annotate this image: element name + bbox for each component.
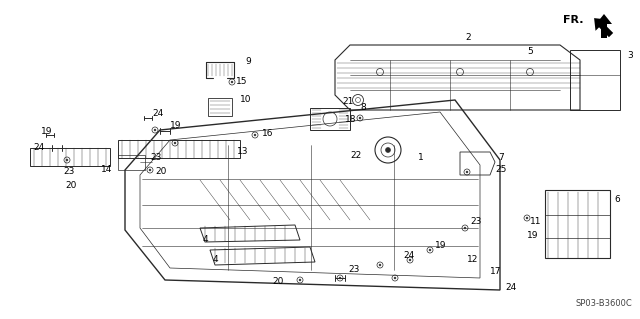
Text: 23: 23 xyxy=(348,265,360,275)
Text: 24: 24 xyxy=(34,144,45,152)
Text: 3: 3 xyxy=(627,50,633,60)
Text: 20: 20 xyxy=(273,278,284,286)
Text: 10: 10 xyxy=(240,95,252,105)
Text: 17: 17 xyxy=(490,268,502,277)
Text: 20: 20 xyxy=(65,181,76,189)
Text: 2: 2 xyxy=(465,33,471,42)
Circle shape xyxy=(409,259,411,261)
Text: 24: 24 xyxy=(505,283,516,292)
Text: 4: 4 xyxy=(202,235,208,244)
Text: 19: 19 xyxy=(435,241,447,249)
Text: 24: 24 xyxy=(152,108,163,117)
Circle shape xyxy=(379,264,381,266)
Circle shape xyxy=(254,134,256,136)
Text: 7: 7 xyxy=(498,152,504,161)
Polygon shape xyxy=(596,14,612,38)
Circle shape xyxy=(174,142,176,144)
Text: 9: 9 xyxy=(245,57,251,66)
Text: 23: 23 xyxy=(470,218,481,226)
Circle shape xyxy=(66,159,68,161)
Circle shape xyxy=(466,171,468,173)
Circle shape xyxy=(359,117,361,119)
Text: 23: 23 xyxy=(150,152,161,161)
Text: 24: 24 xyxy=(404,250,415,259)
Text: 16: 16 xyxy=(262,129,273,137)
Text: 25: 25 xyxy=(495,166,506,174)
Circle shape xyxy=(231,81,233,83)
Text: 22: 22 xyxy=(351,151,362,160)
Circle shape xyxy=(149,169,151,171)
Text: 6: 6 xyxy=(614,196,620,204)
Text: 1: 1 xyxy=(419,153,424,162)
Text: 19: 19 xyxy=(40,128,52,137)
Text: 23: 23 xyxy=(63,167,74,176)
Text: 14: 14 xyxy=(100,166,112,174)
Text: 11: 11 xyxy=(530,218,541,226)
Polygon shape xyxy=(594,18,613,37)
Circle shape xyxy=(339,277,341,279)
Text: 18: 18 xyxy=(345,115,356,124)
Text: 12: 12 xyxy=(467,256,478,264)
Circle shape xyxy=(299,279,301,281)
Circle shape xyxy=(464,227,466,229)
Circle shape xyxy=(394,277,396,279)
Text: FR.: FR. xyxy=(563,15,583,25)
Text: 20: 20 xyxy=(155,167,166,176)
Text: SP03-B3600C: SP03-B3600C xyxy=(575,299,632,308)
Text: 8: 8 xyxy=(360,103,365,113)
Circle shape xyxy=(154,129,156,131)
Circle shape xyxy=(385,147,390,152)
Circle shape xyxy=(526,217,528,219)
Text: 19: 19 xyxy=(527,231,538,240)
Circle shape xyxy=(429,249,431,251)
Text: 15: 15 xyxy=(236,78,248,86)
Text: 21: 21 xyxy=(342,98,353,107)
Text: 5: 5 xyxy=(527,48,533,56)
Text: 13: 13 xyxy=(237,147,248,157)
Text: 4: 4 xyxy=(212,256,218,264)
Text: 19: 19 xyxy=(170,122,182,130)
